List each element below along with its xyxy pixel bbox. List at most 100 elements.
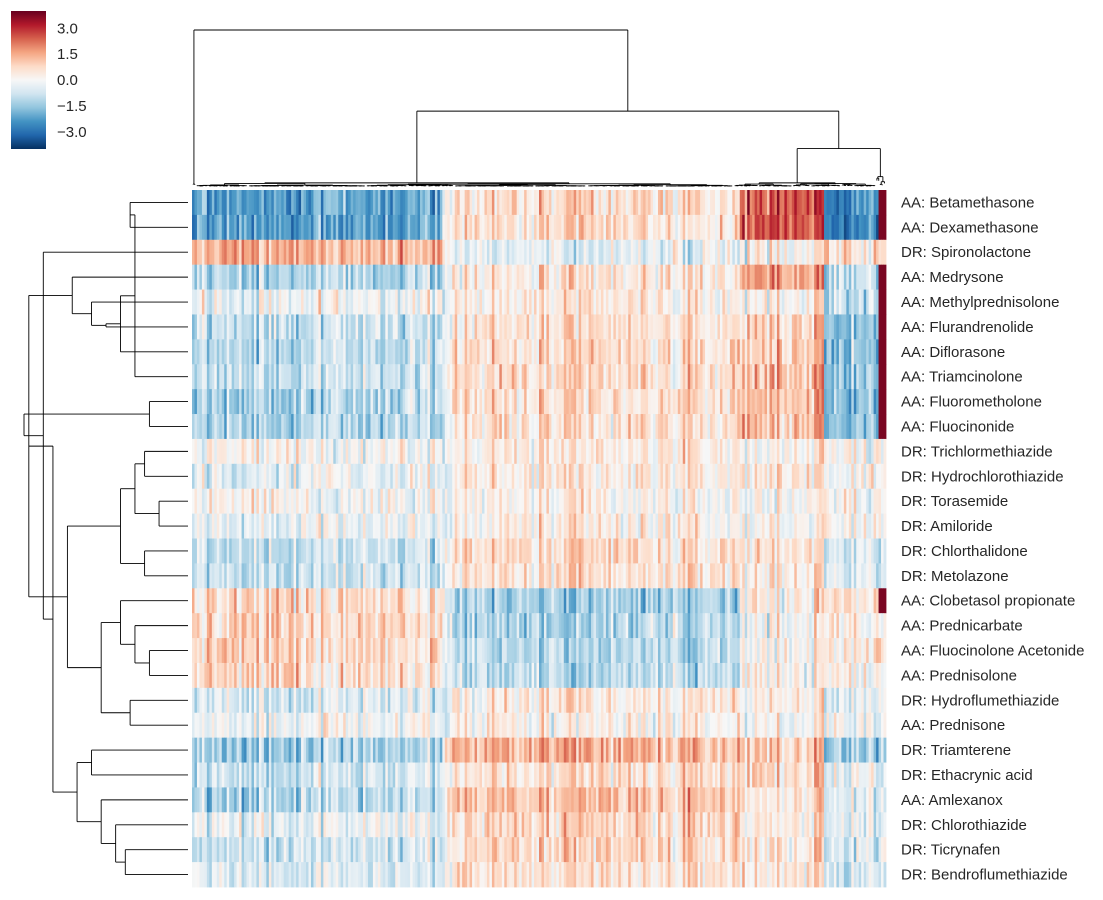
heatmap-cell: [648, 339, 651, 365]
heatmap-cell: [784, 339, 788, 365]
heatmap-cell: [236, 364, 240, 390]
heatmap-cell: [685, 264, 689, 290]
heatmap-cell: [653, 463, 656, 490]
heatmap-cell: [583, 513, 587, 539]
heatmap-cell: [246, 364, 250, 390]
heatmap-cell: [395, 239, 399, 266]
heatmap-cell: [377, 339, 381, 365]
heatmap-cell: [224, 289, 228, 315]
heatmap-cell: [489, 414, 493, 440]
heatmap-cell: [645, 414, 649, 440]
heatmap-cell: [593, 364, 597, 390]
heatmap-cell: [273, 438, 277, 465]
heatmap-cell: [524, 339, 528, 365]
heatmap-cell: [370, 513, 374, 539]
heatmap-cell: [610, 339, 614, 365]
heatmap-cell: [424, 264, 428, 290]
heatmap-cell: [712, 438, 716, 465]
heatmap-cell: [690, 438, 694, 465]
heatmap-cell: [598, 488, 602, 514]
heatmap-cell: [397, 513, 401, 539]
heatmap-cell: [249, 239, 252, 266]
heatmap-cell: [469, 414, 473, 440]
heatmap-cell: [410, 190, 413, 216]
heatmap-cell: [828, 488, 832, 514]
heatmap-cell: [216, 438, 220, 465]
heatmap-cell: [291, 214, 295, 241]
heatmap-cell: [638, 438, 642, 465]
heatmap-cell: [196, 538, 200, 564]
heatmap-cell: [881, 264, 884, 290]
heatmap-cell: [204, 239, 208, 266]
heatmap-cell: [209, 538, 213, 564]
heatmap-cell: [281, 463, 285, 490]
heatmap-cell: [340, 214, 344, 241]
heatmap-cell: [360, 488, 364, 514]
heatmap-cell: [799, 438, 803, 465]
heatmap-cell: [365, 264, 369, 290]
heatmap-cell: [700, 190, 703, 216]
heatmap-cell: [338, 214, 342, 241]
heatmap-cell: [437, 463, 441, 490]
heatmap-cell: [286, 214, 290, 241]
heatmap-cell: [457, 339, 461, 365]
heatmap-cell: [826, 264, 830, 290]
heatmap-cell: [843, 513, 847, 539]
heatmap-cell: [848, 364, 852, 390]
heatmap-cell: [724, 463, 728, 490]
heatmap-cell: [836, 389, 840, 415]
heatmap-cell: [578, 314, 582, 340]
heatmap-cell: [452, 264, 456, 290]
heatmap-cell: [662, 414, 666, 440]
heatmap-cell: [256, 414, 260, 440]
heatmap-cell: [591, 239, 594, 266]
heatmap-cell: [489, 488, 493, 514]
heatmap-cell: [838, 513, 842, 539]
heatmap-cell: [546, 438, 550, 465]
heatmap-cell: [591, 190, 594, 216]
heatmap-cell: [737, 364, 741, 390]
heatmap-cell: [662, 364, 666, 390]
heatmap-cell: [335, 463, 339, 490]
heatmap-cell: [655, 239, 659, 266]
heatmap-cell: [548, 264, 552, 290]
heatmap-cell: [278, 314, 282, 340]
heatmap-cell: [583, 289, 587, 315]
heatmap-cell: [234, 314, 238, 340]
heatmap-cell: [434, 438, 438, 465]
heatmap-cell: [536, 190, 540, 216]
heatmap-cell: [556, 513, 560, 539]
heatmap-cell: [655, 190, 659, 216]
heatmap-cell: [600, 463, 604, 490]
heatmap-cell: [301, 438, 304, 465]
heatmap-cell: [615, 463, 619, 490]
heatmap-cell: [558, 190, 562, 216]
heatmap-cell: [286, 389, 290, 415]
heatmap-cell: [268, 389, 272, 415]
heatmap-cell: [737, 264, 741, 290]
heatmap-cell: [799, 190, 803, 216]
heatmap-cell: [739, 190, 743, 216]
heatmap-cell: [489, 438, 493, 465]
heatmap-cell: [439, 214, 443, 241]
heatmap-cell: [301, 513, 304, 539]
heatmap-cell: [858, 513, 862, 539]
heatmap-cell: [328, 438, 332, 465]
heatmap-cell: [662, 190, 666, 216]
heatmap-cell: [838, 438, 842, 465]
heatmap-cell: [375, 414, 379, 440]
heatmap-cell: [524, 488, 528, 514]
heatmap-cell: [615, 314, 619, 340]
heatmap-cell: [640, 364, 644, 390]
heatmap-cell: [700, 389, 703, 415]
heatmap-cell: [340, 488, 344, 514]
heatmap-cell: [415, 438, 418, 465]
heatmap-cell: [427, 239, 431, 266]
heatmap-cell: [821, 488, 825, 514]
heatmap-cell: [204, 364, 208, 390]
heatmap-cell: [273, 314, 277, 340]
heatmap-cell: [454, 214, 458, 241]
heatmap-cell: [752, 339, 756, 365]
heatmap-cell: [529, 438, 532, 465]
heatmap-cell: [685, 339, 689, 365]
